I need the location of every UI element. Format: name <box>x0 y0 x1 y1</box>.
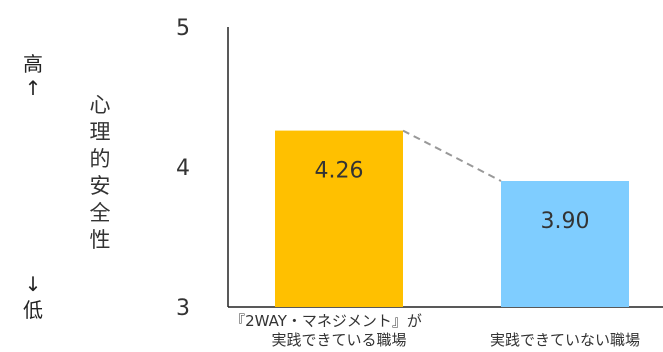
y-axis-label-char: 性 <box>89 228 111 252</box>
x-category-label: 実践できていない職場 <box>490 331 640 349</box>
y-axis-label-char: 安 <box>89 174 111 198</box>
bar-value-label: 3.90 <box>541 209 590 234</box>
bar-value-label: 4.26 <box>315 159 364 184</box>
y-axis-label-char: 的 <box>89 147 111 171</box>
y-tick-label: 5 <box>176 16 190 41</box>
y-axis-label: 心 理 的 安 全 性 <box>88 92 112 254</box>
down-arrow-icon: ↓ <box>24 272 42 296</box>
x-category-label: 『2WAY・マネジメント』が <box>230 312 422 330</box>
up-arrow-icon: ↑ <box>24 76 42 100</box>
y-axis-label-char: 全 <box>89 201 111 225</box>
connector-line <box>402 129 502 182</box>
scale-low-label: 低 <box>23 298 43 322</box>
y-axis-label-char: 心 <box>89 93 111 117</box>
y-tick-label: 4 <box>176 156 190 181</box>
bar <box>501 181 629 307</box>
x-category-label: 実践できている職場 <box>271 331 406 349</box>
bar <box>275 130 403 307</box>
scale-high-label: 高 <box>23 52 43 76</box>
y-tick-label: 3 <box>176 296 190 321</box>
y-axis-label-char: 理 <box>89 120 111 144</box>
